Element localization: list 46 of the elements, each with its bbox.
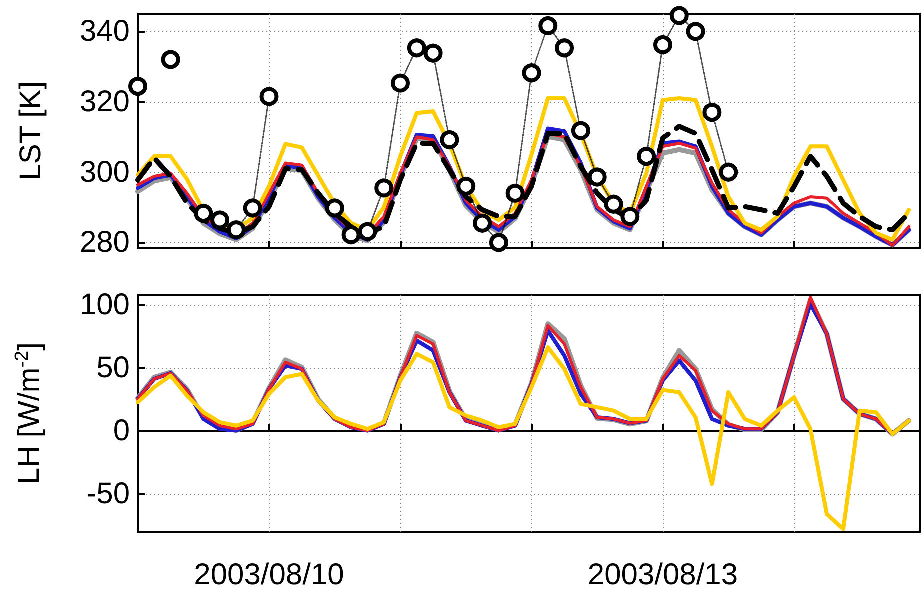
y-axis-title: LH [W/m-2] [12, 342, 46, 484]
point [128, 76, 148, 96]
x-tick-label: 2003/08/13 [588, 558, 738, 592]
y-tick-label: 0 [113, 414, 130, 448]
point [456, 176, 476, 196]
point [342, 225, 361, 244]
point [440, 130, 460, 150]
point [604, 194, 624, 214]
point [243, 198, 262, 218]
y-tick-label: 340 [80, 15, 130, 48]
point [571, 121, 590, 140]
point [226, 220, 246, 240]
point [719, 162, 738, 182]
point [374, 178, 394, 198]
y-tick-label: 100 [80, 288, 130, 322]
point [637, 147, 656, 166]
point [686, 22, 706, 42]
point [653, 35, 672, 54]
point [555, 38, 574, 58]
y-tick-label: 50 [96, 352, 130, 385]
x-tick-label: 2003/08/10 [194, 558, 344, 592]
line-series [136, 345, 912, 532]
point [325, 198, 344, 218]
point [260, 87, 279, 106]
y-tick-label: -50 [86, 478, 130, 511]
point [424, 44, 443, 63]
point [161, 50, 180, 70]
y-tick-label: 300 [80, 156, 130, 189]
point [702, 103, 722, 122]
point [473, 214, 492, 233]
point [620, 207, 640, 226]
y-tick-label: 320 [80, 85, 130, 118]
point [506, 184, 525, 203]
point [358, 222, 378, 242]
y-axis-title: LST [K] [14, 81, 48, 181]
point [210, 210, 230, 230]
y-tick-label: 280 [80, 226, 130, 260]
point [522, 64, 542, 83]
point [391, 74, 410, 93]
point [194, 204, 214, 224]
point [588, 168, 607, 187]
point [670, 6, 689, 26]
line-series [136, 96, 912, 242]
point [538, 16, 558, 36]
point [407, 38, 426, 58]
point [489, 233, 508, 252]
